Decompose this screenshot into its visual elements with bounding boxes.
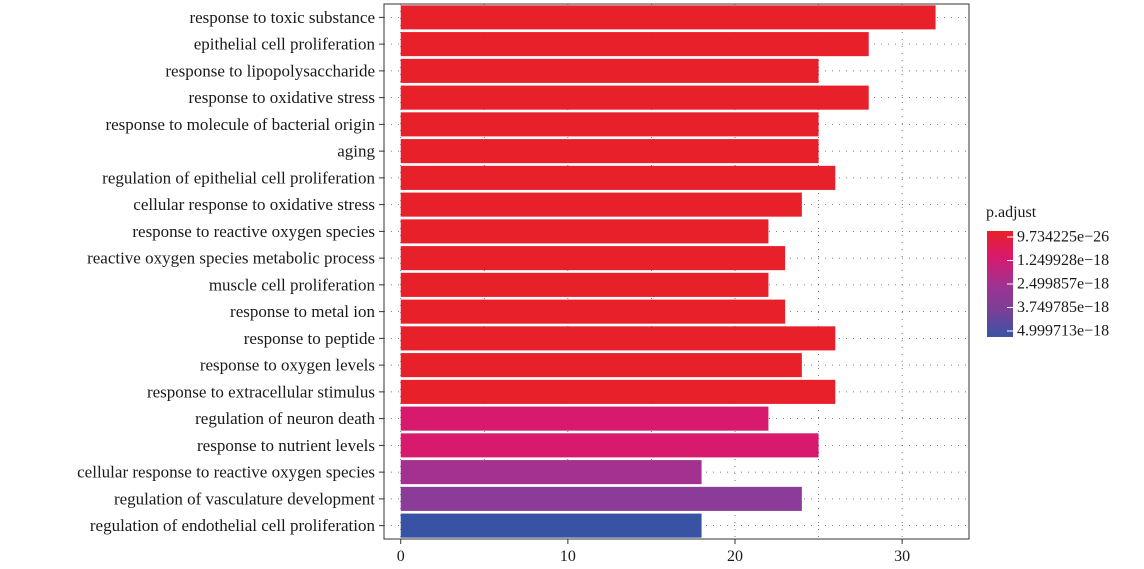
bar [400,246,786,271]
category-label: cellular response to reactive oxygen spe… [77,463,375,482]
x-tick-label: 20 [727,548,743,565]
legend-label: 4.999713e−18 [1017,323,1109,340]
legend-label: 3.749785e−18 [1017,299,1109,316]
category-label: response to oxidative stress [189,88,376,107]
bar [400,406,769,431]
category-label: response to toxic substance [189,8,375,27]
category-label: response to oxygen levels [200,356,375,375]
legend-title: p.adjust [986,204,1037,221]
x-tick-label: 0 [397,548,405,565]
bar [400,486,802,511]
bar [400,5,936,30]
category-label: epithelial cell proliferation [194,35,376,54]
category-label: response to metal ion [230,302,375,321]
legend-label: 2.499857e−18 [1017,276,1109,293]
bar [400,192,802,217]
legend: p.adjust 9.734225e−26 1.249928e−18 2.49985… [986,204,1109,340]
bar [400,299,786,324]
bar [400,460,702,485]
y-axis-labels: response to toxic substance epithelial ce… [77,8,384,535]
bar [400,272,769,297]
bar [400,112,819,137]
category-label: muscle cell proliferation [209,275,376,294]
bar [400,219,769,244]
bar [400,326,836,351]
category-label: response to molecule of bacterial origin [105,115,375,134]
bar [400,139,819,164]
legend-label: 9.734225e−26 [1017,229,1109,246]
bars-layer [400,5,936,538]
bar [400,32,869,57]
plot-panel [383,3,970,540]
category-label: response to nutrient levels [197,436,375,455]
category-label: response to extracellular stimulus [147,382,375,401]
category-label: regulation of epithelial cell proliferat… [102,168,375,187]
bar [400,379,836,404]
category-label: response to peptide [244,329,375,348]
category-label: response to reactive oxygen species [132,222,375,241]
category-label: response to lipopolysaccharide [165,61,375,80]
category-label: regulation of vasculature development [114,489,375,508]
bar [400,58,819,83]
category-label: regulation of endothelial cell prolifera… [90,516,376,535]
x-tick-label: 10 [560,548,576,565]
x-tick-label: 30 [894,548,910,565]
bar [400,85,869,110]
bar [400,165,836,190]
legend-label: 1.249928e−18 [1017,252,1109,269]
bar [400,433,819,458]
bar [400,513,702,538]
category-label: reactive oxygen species metabolic proces… [87,249,375,268]
category-label: aging [337,142,375,161]
category-label: cellular response to oxidative stress [133,195,375,214]
bar [400,353,802,378]
category-label: regulation of neuron death [195,409,375,428]
x-axis: 0 10 20 30 [397,539,910,565]
